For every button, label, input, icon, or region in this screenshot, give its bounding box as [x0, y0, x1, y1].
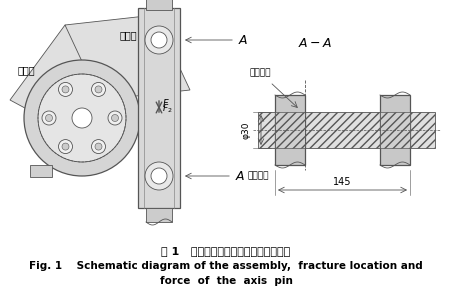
Text: $A-A$: $A-A$ — [297, 37, 331, 50]
Circle shape — [38, 74, 126, 162]
Text: 图 1   轴销装配，断裂位置与受力示意图: 图 1 轴销装配，断裂位置与受力示意图 — [161, 246, 290, 256]
Bar — [274, 112, 304, 148]
Bar — [146, 0, 172, 10]
Circle shape — [72, 108, 92, 128]
Text: 断裂位置: 断裂位置 — [249, 68, 271, 77]
Bar — [146, 208, 172, 222]
Circle shape — [95, 143, 102, 150]
Circle shape — [24, 60, 140, 176]
Circle shape — [46, 114, 52, 122]
Bar — [379, 95, 409, 165]
Text: force  of  the  axis  pin: force of the axis pin — [159, 276, 292, 286]
Bar — [379, 112, 409, 148]
Circle shape — [95, 86, 102, 93]
Circle shape — [151, 32, 166, 48]
Circle shape — [145, 26, 173, 54]
Text: $A$: $A$ — [238, 33, 248, 46]
Text: φ30: φ30 — [241, 121, 250, 139]
Circle shape — [62, 143, 69, 150]
Bar — [30, 165, 52, 177]
Text: $F$: $F$ — [161, 97, 169, 109]
Circle shape — [91, 83, 105, 97]
Circle shape — [145, 162, 173, 190]
Text: Fig. 1    Schematic diagram of the assembly,  fracture location and: Fig. 1 Schematic diagram of the assembly… — [29, 261, 422, 271]
Circle shape — [58, 83, 72, 97]
Bar — [274, 95, 304, 165]
Circle shape — [151, 168, 166, 184]
Text: $A$: $A$ — [235, 170, 245, 182]
Circle shape — [111, 114, 118, 122]
Text: 断裂位置: 断裂位置 — [248, 172, 269, 181]
Circle shape — [62, 86, 69, 93]
Circle shape — [42, 111, 56, 125]
Text: $F_2$: $F_2$ — [161, 103, 172, 115]
Text: 合位置: 合位置 — [18, 65, 36, 75]
Polygon shape — [10, 25, 130, 135]
Circle shape — [58, 139, 72, 153]
Bar — [258, 112, 434, 148]
Polygon shape — [65, 15, 189, 100]
Bar — [138, 8, 179, 208]
Circle shape — [91, 139, 105, 153]
Text: 145: 145 — [332, 177, 351, 187]
Circle shape — [108, 111, 122, 125]
Text: 分位置: 分位置 — [120, 30, 137, 40]
